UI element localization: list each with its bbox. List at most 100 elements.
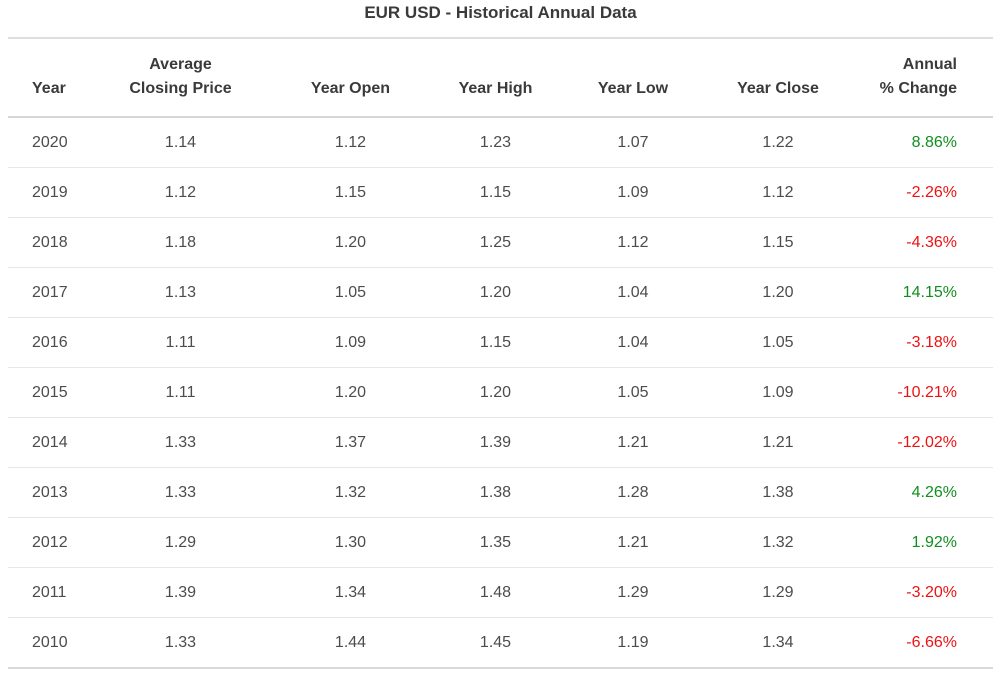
- cell-year-high: 1.38: [443, 467, 548, 518]
- table-row: 2011 1.39 1.34 1.48 1.29 1.29 -3.20%: [8, 567, 993, 618]
- cell-year: 2018: [8, 217, 103, 268]
- cell-year-close: 1.29: [718, 567, 838, 618]
- cell-year-low: 1.04: [548, 267, 718, 318]
- cell-year-close: 1.09: [718, 367, 838, 418]
- table-row: 2015 1.11 1.20 1.20 1.05 1.09 -10.21%: [8, 367, 993, 418]
- cell-year-high: 1.35: [443, 517, 548, 568]
- table-header: Year Average Closing Price Year Open Yea…: [8, 38, 993, 117]
- cell-year: 2017: [8, 267, 103, 318]
- cell-average-closing-price: 1.33: [103, 617, 258, 668]
- cell-year-high: 1.45: [443, 617, 548, 668]
- cell-year-close: 1.21: [718, 417, 838, 468]
- cell-year-high: 1.20: [443, 267, 548, 318]
- col-header-year-low: Year Low: [548, 38, 718, 117]
- cell-year-high: 1.23: [479, 133, 512, 151]
- cell-annual-percent-change: -3.18%: [838, 317, 993, 368]
- cell-annual-percent-change: 1.92%: [838, 517, 993, 568]
- table-row: 2016 1.11 1.09 1.15 1.04 1.05 -3.18%: [8, 317, 993, 368]
- cell-year-low: 1.28: [548, 467, 718, 518]
- header-text-line: Closing Price: [129, 80, 232, 97]
- historical-data-table: Year Average Closing Price Year Open Yea…: [8, 37, 993, 669]
- col-header-average-closing-price: Average Closing Price: [103, 38, 258, 117]
- table-row: 2012 1.29 1.30 1.35 1.21 1.32 1.92%: [8, 517, 993, 568]
- cell-year-high: 1.39: [443, 417, 548, 468]
- table-row: 2020 1.14 1.12 1.23 1.07 1.22 8.86%: [8, 117, 993, 168]
- cell-year-open: 1.05: [258, 267, 443, 318]
- header-text-line: Year Close: [737, 80, 819, 97]
- cell-annual-percent-change: -12.02%: [838, 417, 993, 468]
- cell-annual-percent-change: -6.66%: [838, 617, 993, 668]
- cell-average-closing-price: 1.29: [103, 517, 258, 568]
- cell-average-closing-price: 1.39: [103, 567, 258, 618]
- table-body: 2020 1.14 1.12 1.23 1.07 1.22 8.86% 2019…: [8, 117, 993, 668]
- cell-year-close: 1.05: [718, 317, 838, 368]
- cell-year-low: 1.21: [548, 417, 718, 468]
- cell-average-closing-price: 1.33: [103, 417, 258, 468]
- cell-year-low: 1.12: [548, 217, 718, 268]
- cell-year: 2010: [8, 617, 103, 668]
- table-row: 2018 1.18 1.20 1.25 1.12 1.15 -4.36%: [8, 217, 993, 268]
- cell-year-high: 1.20: [443, 367, 548, 418]
- cell-year-high: 1.48: [443, 567, 548, 618]
- table-row: 2010 1.33 1.44 1.45 1.19 1.34 -6.66%: [8, 617, 993, 668]
- table-row: 2017 1.13 1.05 1.20 1.04 1.20 14.15%: [8, 267, 993, 318]
- header-text-line: Year: [32, 80, 66, 97]
- cell-annual-percent-change: -10.21%: [838, 367, 993, 418]
- cell-year-open: 1.20: [258, 217, 443, 268]
- cell-year-close: 1.12: [718, 167, 838, 218]
- cell-year-close: 1.34: [718, 617, 838, 668]
- cell-year: 2014: [8, 417, 103, 468]
- cell-year-high: 1.25: [443, 217, 548, 268]
- cell-year-high: 1.15: [443, 317, 548, 368]
- header-text-line: Average: [149, 56, 212, 73]
- cell-average-closing-price: 1.11: [103, 367, 258, 418]
- cell-year-close: 1.22: [762, 133, 794, 151]
- cell-annual-percent-change: 8.86%: [911, 133, 957, 151]
- header-text-line: % Change: [879, 80, 957, 97]
- col-header-annual-percent-change: Annual % Change: [838, 38, 993, 117]
- header-text-line: Year Open: [310, 80, 391, 97]
- cell-year-close: 1.38: [718, 467, 838, 518]
- cell-year-open: 1.09: [258, 317, 443, 368]
- cell-year-open: 1.34: [258, 567, 443, 618]
- col-header-year-high: Year High: [443, 38, 548, 117]
- cell-average-closing-price: 1.33: [103, 467, 258, 518]
- cell-average-closing-price: 1.11: [103, 317, 258, 368]
- header-text-line: Year Low: [597, 80, 669, 97]
- cell-year-low: 1.29: [548, 567, 718, 618]
- cell-year-open: 1.32: [258, 467, 443, 518]
- cell-average-closing-price: 1.14: [164, 133, 197, 151]
- cell-year: 2011: [8, 567, 103, 618]
- table-header-row: Year Average Closing Price Year Open Yea…: [8, 38, 993, 117]
- cell-year-low: 1.07: [617, 133, 649, 151]
- cell-year: 2019: [8, 167, 103, 218]
- page-title: EUR USD - Historical Annual Data: [364, 3, 637, 22]
- cell-year-open: 1.15: [258, 167, 443, 218]
- cell-annual-percent-change: -2.26%: [838, 167, 993, 218]
- cell-annual-percent-change: 14.15%: [838, 267, 993, 318]
- cell-year-low: 1.05: [548, 367, 718, 418]
- cell-year-open: 1.37: [258, 417, 443, 468]
- cell-year-open: 1.30: [258, 517, 443, 568]
- col-header-year: Year: [8, 38, 103, 117]
- cell-year: 2020: [32, 133, 68, 151]
- cell-year-low: 1.04: [548, 317, 718, 368]
- table-row: 2013 1.33 1.32 1.38 1.28 1.38 4.26%: [8, 467, 993, 518]
- col-header-year-close: Year Close: [718, 38, 838, 117]
- table-row: 2014 1.33 1.37 1.39 1.21 1.21 -12.02%: [8, 417, 993, 468]
- cell-average-closing-price: 1.12: [103, 167, 258, 218]
- cell-year-low: 1.19: [548, 617, 718, 668]
- cell-year-low: 1.09: [548, 167, 718, 218]
- cell-annual-percent-change: -4.36%: [838, 217, 993, 268]
- cell-year-open: 1.44: [258, 617, 443, 668]
- cell-annual-percent-change: -3.20%: [838, 567, 993, 618]
- cell-year-low: 1.21: [548, 517, 718, 568]
- cell-year: 2013: [8, 467, 103, 518]
- cell-year-high: 1.15: [443, 167, 548, 218]
- cell-year: 2016: [8, 317, 103, 368]
- cell-year: 2015: [8, 367, 103, 418]
- cell-year-open: 1.12: [334, 133, 367, 151]
- cell-year-close: 1.32: [718, 517, 838, 568]
- cell-year: 2012: [8, 517, 103, 568]
